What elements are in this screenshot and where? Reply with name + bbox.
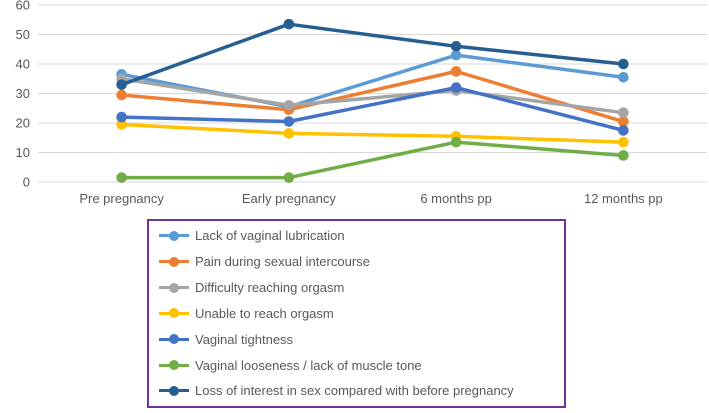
legend-line-marker-icon (159, 282, 189, 293)
series-marker-6 (116, 79, 127, 90)
y-axis-tick-label: 50 (16, 27, 30, 42)
legend-line-marker-icon (159, 256, 189, 267)
series-marker-0 (450, 49, 462, 61)
series-line-4 (119, 85, 626, 133)
series-marker-1 (116, 89, 127, 101)
legend-item: Difficulty reaching orgasm (159, 278, 564, 298)
legend-item: Lack of vaginal lubrication (159, 226, 564, 246)
series-line-6 (119, 22, 626, 87)
series-marker-5 (450, 136, 462, 148)
series-line-5 (119, 140, 626, 180)
series-marker-4 (450, 82, 462, 93)
series-marker-0 (618, 71, 629, 83)
legend-line-marker-icon (159, 308, 189, 319)
y-axis-tick-label: 0 (23, 175, 30, 190)
series-marker-4 (283, 116, 295, 127)
series-line-2 (119, 77, 626, 115)
series-marker-1 (450, 66, 462, 77)
x-axis-category-label: Early pregnancy (242, 191, 336, 206)
legend-item-label: Vaginal tightness (195, 331, 294, 347)
legend-item: Unable to reach orgasm (159, 303, 564, 323)
legend-item-label: Unable to reach orgasm (195, 305, 334, 321)
legend-item-label: Loss of interest in sex compared with be… (195, 383, 514, 399)
chart-legend: Lack of vaginal lubrication Pain during s… (147, 219, 566, 408)
series-marker-4 (618, 125, 629, 136)
legend-line-marker-icon (159, 334, 189, 345)
series-line-3 (119, 122, 626, 144)
legend-item-label: Pain during sexual intercourse (195, 254, 370, 270)
y-axis-tick-label: 20 (16, 116, 30, 131)
legend-line-marker-icon (159, 230, 189, 241)
line-chart-plot-area: 0 10 20 30 40 50 60 Pre pregnancy Early pregnanc… (16, 0, 707, 206)
series-marker-3 (116, 119, 127, 130)
series-marker-6 (450, 41, 462, 52)
y-axis-tick-label: 60 (16, 0, 30, 13)
series-marker-6 (283, 18, 295, 30)
series-marker-4 (116, 111, 127, 123)
legend-line-marker-icon (159, 360, 189, 371)
y-axis-tick-label: 10 (16, 145, 30, 160)
y-axis-tick-label: 30 (16, 86, 30, 101)
legend-item-label: Vaginal looseness / lack of muscle tone (195, 357, 422, 373)
series-marker-1 (618, 116, 629, 127)
legend-item: Vaginal looseness / lack of muscle tone (159, 355, 564, 375)
series-marker-5 (618, 150, 629, 161)
series-marker-2 (283, 100, 295, 111)
x-axis-category-label: 12 months pp (584, 191, 663, 206)
legend-item: Vaginal tightness (159, 329, 564, 349)
x-axis-category-label: Pre pregnancy (79, 191, 164, 206)
legend-item: Loss of interest in sex compared with be… (159, 381, 564, 401)
legend-item-label: Lack of vaginal lubrication (195, 228, 345, 244)
legend-item: Pain during sexual intercourse (159, 252, 564, 272)
x-axis-category-label: 6 months pp (420, 191, 492, 206)
series-line-1 (119, 69, 626, 124)
legend-line-marker-icon (159, 385, 189, 396)
series-marker-5 (283, 172, 295, 183)
series-marker-6 (618, 58, 629, 70)
series-marker-3 (618, 136, 629, 148)
series-marker-3 (283, 128, 295, 139)
y-axis-tick-label: 40 (16, 57, 30, 72)
legend-item-label: Difficulty reaching orgasm (195, 280, 345, 296)
series-marker-5 (116, 172, 127, 183)
series-marker-2 (618, 107, 629, 118)
